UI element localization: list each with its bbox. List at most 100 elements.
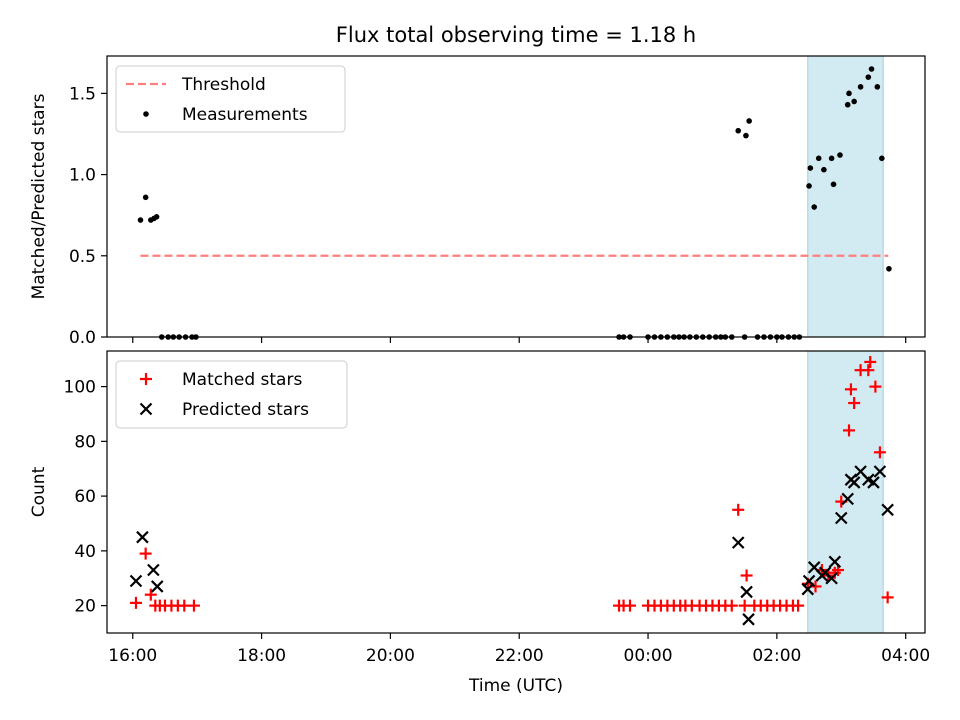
measurement-point-1 bbox=[142, 194, 149, 201]
predicted-point-21 bbox=[873, 465, 887, 478]
matched-point-0 bbox=[129, 596, 142, 609]
measurement-point-30 bbox=[735, 127, 742, 134]
measurement-point-56 bbox=[874, 84, 881, 90]
measurement-point-32 bbox=[743, 132, 749, 139]
measurement-point-51 bbox=[846, 90, 852, 97]
legend-label: Threshold bbox=[181, 75, 266, 95]
predicted-point-18-b bbox=[854, 465, 867, 478]
measurement-point-45 bbox=[815, 155, 822, 162]
matched-point-45 bbox=[842, 424, 855, 437]
figure-title: Flux total observing time = 1.18 h bbox=[336, 23, 696, 47]
measurement-point-43 bbox=[807, 165, 814, 171]
matched-point-12 bbox=[624, 599, 637, 612]
legend-matched-swatch bbox=[140, 373, 152, 385]
matched-point-37 bbox=[792, 599, 805, 612]
measurement-point-33 bbox=[746, 118, 752, 124]
predicted-point-22 bbox=[881, 503, 894, 517]
legend-predicted-swatch-b bbox=[139, 402, 153, 416]
predicted-point-8 bbox=[802, 574, 816, 588]
predicted-point-6 bbox=[742, 613, 755, 626]
matched-point-53 bbox=[881, 591, 894, 604]
predicted-point-17-b bbox=[847, 476, 861, 489]
x-tick-label: 22:00 bbox=[495, 646, 544, 666]
y-tick-label: 0.0 bbox=[69, 328, 96, 348]
predicted-point-17 bbox=[847, 476, 861, 489]
predicted-point-13-b bbox=[828, 555, 842, 569]
measurement-point-53 bbox=[857, 84, 864, 90]
measurement-point-4 bbox=[153, 214, 160, 220]
matched-point-27 bbox=[732, 503, 745, 516]
x-tick-label: 04:00 bbox=[881, 646, 930, 666]
predicted-point-4 bbox=[731, 536, 745, 549]
predicted-point-14 bbox=[834, 511, 848, 525]
predicted-point-8-b bbox=[802, 574, 816, 588]
matched-point-50 bbox=[864, 355, 877, 368]
matched-point-46 bbox=[844, 383, 857, 396]
y-tick-label: 80 bbox=[74, 432, 96, 452]
predicted-point-22-b bbox=[881, 503, 894, 517]
predicted-point-1 bbox=[136, 530, 149, 544]
legend-label: Matched stars bbox=[182, 370, 302, 390]
y-tick-label: 1.0 bbox=[69, 166, 96, 186]
y-axis-label: Matched/Predicted stars bbox=[29, 93, 49, 299]
y-tick-label: 100 bbox=[64, 378, 96, 398]
measurement-point-55 bbox=[868, 66, 875, 72]
matched-point-51 bbox=[869, 380, 882, 393]
predicted-point-15 bbox=[841, 492, 854, 506]
measurement-point-0 bbox=[137, 217, 144, 223]
panel-2 bbox=[101, 350, 926, 639]
y-tick-label: 60 bbox=[74, 487, 96, 507]
legend-predicted-swatch bbox=[139, 402, 153, 416]
x-tick-label: 16:00 bbox=[108, 646, 157, 666]
y-tick-label: 40 bbox=[74, 542, 96, 562]
measurement-point-49 bbox=[837, 152, 843, 158]
observing-window-band bbox=[807, 350, 884, 634]
matched-point-26 bbox=[725, 599, 738, 612]
x-tick-label: 00:00 bbox=[624, 646, 673, 666]
legend-1 bbox=[115, 65, 346, 133]
predicted-point-12-b bbox=[825, 571, 838, 585]
matched-point-2 bbox=[144, 588, 157, 601]
matched-point-1 bbox=[139, 547, 152, 560]
predicted-point-3 bbox=[150, 580, 164, 593]
x-tick-label: 20:00 bbox=[366, 646, 415, 666]
predicted-point-19-b bbox=[862, 473, 875, 486]
y-tick-label: 20 bbox=[74, 597, 96, 617]
legend-measurement-swatch bbox=[143, 111, 149, 117]
measurement-point-54 bbox=[865, 74, 872, 80]
measurement-point-48 bbox=[830, 181, 837, 188]
predicted-point-11-b bbox=[818, 566, 832, 580]
predicted-point-12 bbox=[825, 571, 838, 585]
matched-point-47 bbox=[848, 397, 861, 410]
x-axis-label: Time (UTC) bbox=[468, 676, 563, 696]
measurement-point-58 bbox=[886, 265, 892, 272]
y-tick-label: 0.5 bbox=[69, 247, 96, 267]
predicted-point-15-b bbox=[841, 492, 854, 506]
axes-frame-2 bbox=[106, 350, 926, 634]
predicted-point-20 bbox=[867, 476, 880, 489]
measurement-point-57 bbox=[879, 155, 885, 162]
y-tick-label: 1.5 bbox=[69, 84, 96, 104]
predicted-point-0-b bbox=[129, 574, 143, 588]
measurement-point-52 bbox=[851, 98, 857, 105]
predicted-point-4-b bbox=[731, 536, 745, 549]
measurement-point-44 bbox=[811, 204, 818, 210]
predicted-point-21-b bbox=[873, 465, 887, 478]
predicted-point-2 bbox=[147, 563, 160, 577]
predicted-point-20-b bbox=[867, 476, 880, 489]
x-tick-label: 02:00 bbox=[752, 646, 801, 666]
y-axis-label: Count bbox=[29, 466, 49, 517]
predicted-point-2-b bbox=[147, 563, 160, 577]
predicted-point-7-b bbox=[801, 582, 815, 596]
legend-label: Measurements bbox=[182, 105, 308, 125]
observing-window-band bbox=[807, 55, 884, 338]
series-predicted-stars bbox=[129, 465, 894, 626]
legend-box bbox=[115, 360, 348, 429]
axes-frame-1 bbox=[106, 55, 926, 338]
predicted-point-14-b bbox=[834, 511, 848, 525]
predicted-point-5-b bbox=[740, 585, 753, 599]
predicted-point-5 bbox=[740, 585, 753, 599]
matched-point-9 bbox=[187, 599, 200, 612]
